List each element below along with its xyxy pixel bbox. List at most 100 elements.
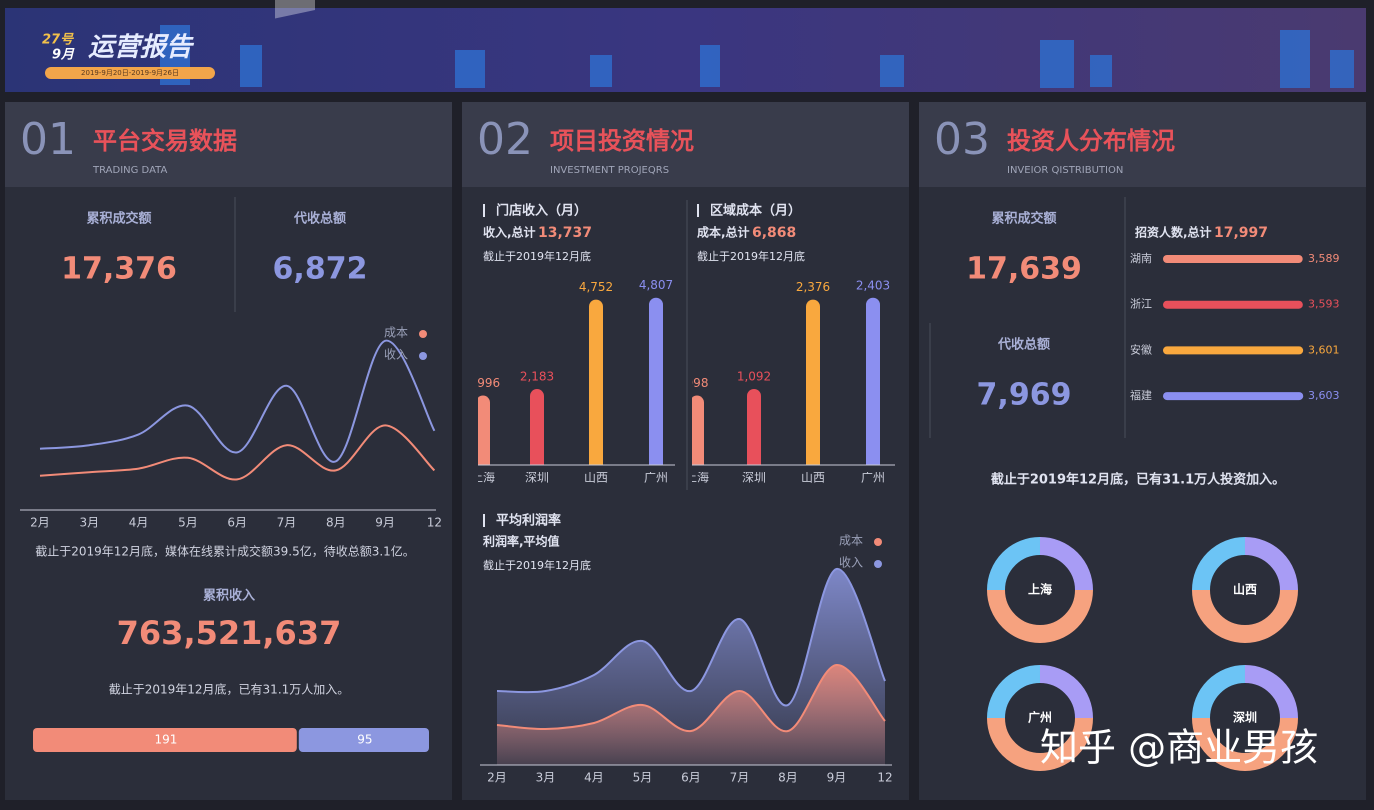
x-tick-label: 深圳 — [742, 471, 766, 485]
x-tick-label: 广州 — [861, 471, 885, 485]
panel — [919, 102, 1366, 800]
x-tick-label: 7月 — [730, 771, 750, 785]
x-tick-label: 9月 — [827, 771, 847, 785]
total-label: 成本,总计 — [697, 225, 750, 240]
donut-segment — [987, 589, 1093, 643]
value-label: 2,403 — [856, 278, 890, 292]
stat-label: 代收总额 — [293, 211, 346, 227]
donut-label: 深圳 — [1233, 710, 1257, 725]
panel-number: 03 — [934, 114, 990, 165]
hbar — [1163, 392, 1304, 401]
donut-segment — [987, 717, 1093, 771]
progress-label: 191 — [154, 733, 177, 747]
total-label: 利润率,平均值 — [483, 534, 560, 549]
bar — [589, 299, 603, 472]
stat-value: 6,872 — [273, 252, 368, 287]
panel-subtitle: TRADING DATA — [92, 165, 167, 176]
x-tick-label: 山西 — [801, 471, 825, 485]
donut-segment — [987, 537, 1041, 591]
bar — [806, 299, 820, 472]
area — [497, 664, 885, 765]
banner-icon — [275, 0, 315, 19]
panel-title: 平台交易数据 — [93, 127, 237, 155]
stat-label: 累积成交额 — [991, 211, 1056, 227]
banner-day: 27号 — [42, 33, 74, 48]
value-label: 2,376 — [796, 280, 830, 294]
x-tick-label: 12 — [877, 771, 892, 785]
donut-label: 山西 — [1233, 582, 1257, 597]
bar — [692, 395, 704, 472]
x-tick-label: 4月 — [129, 516, 149, 530]
value-label: 4,752 — [579, 280, 613, 294]
area — [497, 568, 885, 765]
legend-label: 成本 — [384, 326, 408, 340]
x-tick-label: 深圳 — [525, 471, 549, 485]
panel-number: 01 — [20, 114, 76, 165]
x-tick-label: 6月 — [681, 771, 701, 785]
x-tick-label: 2月 — [30, 516, 50, 530]
hbar-value: 3,603 — [1308, 389, 1340, 402]
x-tick-label: 上海 — [685, 470, 709, 485]
x-tick-label: 广州 — [644, 471, 668, 485]
section-note: 截止于2019年12月底 — [483, 249, 591, 263]
x-tick-label: 9月 — [375, 516, 395, 530]
x-tick-label: 5月 — [633, 771, 653, 785]
value-label: 4,807 — [639, 278, 673, 292]
panel-title: 项目投资情况 — [550, 127, 694, 155]
donut-segment — [1244, 537, 1298, 591]
x-tick-label: 4月 — [584, 771, 604, 785]
hbar-label: 浙江 — [1130, 298, 1152, 311]
banner — [5, 8, 1366, 92]
line — [39, 339, 436, 463]
x-tick-label: 8月 — [326, 516, 346, 530]
recruit-total: 17,997 — [1214, 225, 1268, 241]
x-tick-label: 2月 — [487, 771, 507, 785]
value-label: 998 — [686, 376, 709, 390]
value-label: 1,092 — [737, 369, 771, 383]
donut-segment — [987, 665, 1041, 719]
hbar-value: 3,589 — [1308, 252, 1340, 265]
stat-value: 7,969 — [977, 378, 1072, 413]
baseline-cover — [478, 465, 675, 472]
line — [496, 664, 886, 733]
donut-segment — [1039, 537, 1093, 591]
donut-segment — [1244, 665, 1298, 719]
bar — [747, 388, 761, 472]
stat-value: 17,376 — [61, 252, 177, 287]
panel-subtitle: INVESTMENT PROJEQRS — [550, 165, 669, 176]
progress-segment — [298, 728, 429, 752]
legend-dot — [874, 560, 882, 568]
section-note: 截止于2019年12月底 — [483, 558, 591, 572]
hbar — [1163, 300, 1303, 309]
donut-segment — [1192, 589, 1298, 643]
panel-header — [919, 102, 1366, 187]
stat-label: 代收总额 — [997, 337, 1050, 353]
panel-number: 02 — [477, 114, 533, 165]
hbar-value: 3,601 — [1308, 343, 1340, 356]
x-tick-label: 12 — [427, 516, 442, 530]
progress-segment — [33, 728, 297, 752]
bar — [478, 395, 490, 472]
x-tick-label: 8月 — [778, 771, 798, 785]
note: 截止于2019年12月底，已有31.1万人投资加入。 — [991, 472, 1285, 488]
value-label: 2,183 — [520, 370, 554, 384]
legend-dot — [419, 330, 427, 338]
progress-label: 95 — [357, 733, 372, 747]
panel-header — [462, 102, 909, 187]
x-tick-label: 3月 — [536, 771, 556, 785]
total-value: 6,868 — [752, 225, 796, 241]
x-tick-label: 山西 — [584, 471, 608, 485]
bar-plot: 998 上海 1,092 深圳 2,376 山西 2,403 广州 — [685, 278, 890, 485]
banner-range-badge — [45, 67, 215, 79]
legend-label: 收入 — [839, 556, 863, 570]
hbar-label: 湖南 — [1130, 252, 1152, 265]
stat-value: 17,639 — [966, 252, 1082, 287]
banner-buildings — [160, 25, 1354, 88]
bar — [530, 389, 544, 472]
donut-segment — [1039, 665, 1093, 719]
watermark: 知乎 @商业男孩 — [1040, 726, 1318, 770]
legend-dot — [874, 538, 882, 546]
hbar-value: 3,593 — [1308, 298, 1340, 311]
note: 截止于2019年12月底，媒体在线累计成交额39.5亿，待收总额3.1亿。 — [35, 544, 415, 559]
